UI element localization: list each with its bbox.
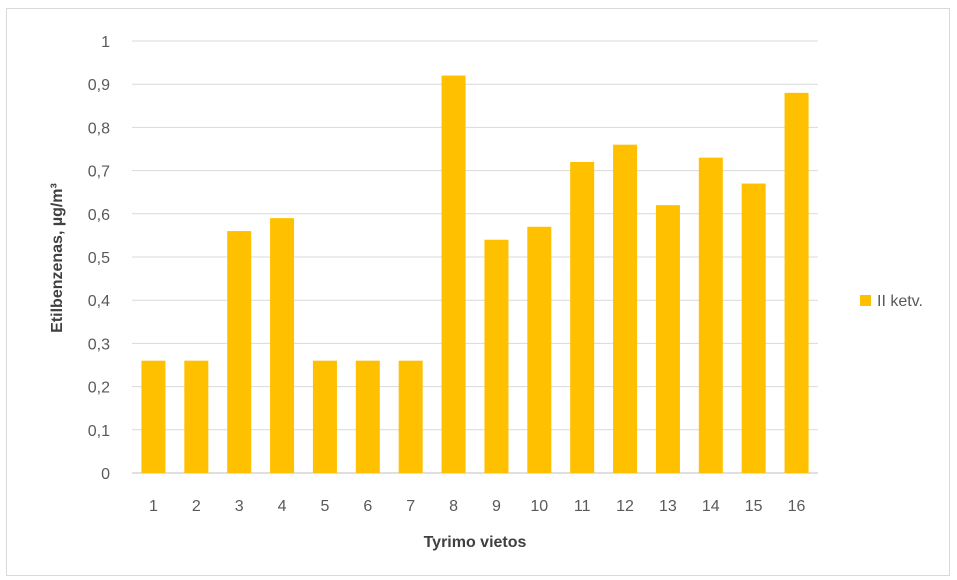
x-tick-label: 8	[449, 498, 458, 515]
y-tick-label: 0,8	[88, 120, 110, 137]
x-tick-label: 10	[530, 498, 548, 515]
bar	[613, 144, 638, 473]
y-tick-labels: 0 0,1 0,2 0,3 0,4 0,5 0,6 0,7 0,8 0,9 1	[88, 34, 110, 483]
x-tick-label: 16	[788, 498, 806, 515]
x-tick-label: 9	[492, 498, 501, 515]
bar	[270, 218, 295, 473]
y-tick-label: 0,7	[88, 164, 110, 181]
y-tick-label: 0,3	[88, 336, 110, 353]
x-tick-label: 12	[616, 498, 634, 515]
y-tick-label: 0,5	[88, 250, 110, 267]
x-axis-title: Tyrimo vietos	[424, 534, 527, 551]
legend-swatch	[860, 295, 871, 306]
bar	[355, 360, 380, 473]
bar	[527, 226, 552, 473]
bars	[141, 75, 809, 473]
y-axis-title: Etilbenzenas, µg/m³	[49, 183, 66, 333]
bar	[312, 360, 337, 473]
x-tick-label: 7	[406, 498, 415, 515]
x-tick-label: 6	[363, 498, 372, 515]
y-tick-label: 0,6	[88, 207, 110, 224]
x-tick-label: 1	[149, 498, 158, 515]
y-tick-label: 0,2	[88, 380, 110, 397]
x-tick-label: 11	[574, 498, 591, 515]
x-tick-label: 14	[702, 498, 720, 515]
y-tick-label: 0,9	[88, 77, 110, 94]
x-tick-label: 13	[659, 498, 677, 515]
y-tick-label: 1	[101, 34, 110, 51]
x-tick-label: 3	[235, 498, 244, 515]
bar	[141, 360, 166, 473]
bar	[441, 75, 466, 473]
bar	[484, 239, 509, 473]
y-tick-label: 0	[101, 466, 110, 483]
bar	[741, 183, 766, 473]
x-tick-label: 5	[320, 498, 329, 515]
bar	[698, 157, 723, 473]
bar	[398, 360, 423, 473]
x-tick-label: 2	[192, 498, 201, 515]
x-tick-label: 4	[278, 498, 287, 515]
bar	[784, 92, 809, 473]
bar	[227, 231, 252, 473]
legend: II ketv.	[860, 293, 923, 310]
x-tick-labels: 1 2 3 4 5 6 7 8 9 10 11 12 13 14 15 16	[149, 498, 806, 515]
y-tick-label: 0,4	[88, 293, 110, 310]
bar	[570, 161, 595, 473]
legend-label: II ketv.	[877, 293, 923, 310]
bar	[184, 360, 209, 473]
x-tick-label: 15	[745, 498, 763, 515]
y-tick-label: 0,1	[88, 423, 110, 440]
bar	[655, 205, 680, 473]
